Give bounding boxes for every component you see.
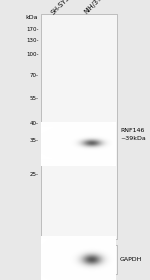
Text: 170-: 170- xyxy=(26,27,39,32)
Text: kDa: kDa xyxy=(26,15,38,20)
Text: 40-: 40- xyxy=(30,121,39,126)
Text: 35-: 35- xyxy=(30,137,39,143)
Text: SH-SY5Y: SH-SY5Y xyxy=(51,0,75,15)
Text: GAPDH: GAPDH xyxy=(120,257,142,262)
Text: 70-: 70- xyxy=(30,73,39,78)
Text: 100-: 100- xyxy=(26,52,39,57)
Text: ~39kDa: ~39kDa xyxy=(120,136,146,141)
Text: NIH/3T3: NIH/3T3 xyxy=(84,0,106,15)
Bar xyxy=(40,245,117,274)
Bar xyxy=(40,14,117,239)
Text: 55-: 55- xyxy=(30,95,39,101)
Text: 130-: 130- xyxy=(26,38,39,43)
Text: RNF146: RNF146 xyxy=(120,128,144,133)
Text: 25-: 25- xyxy=(30,172,39,178)
